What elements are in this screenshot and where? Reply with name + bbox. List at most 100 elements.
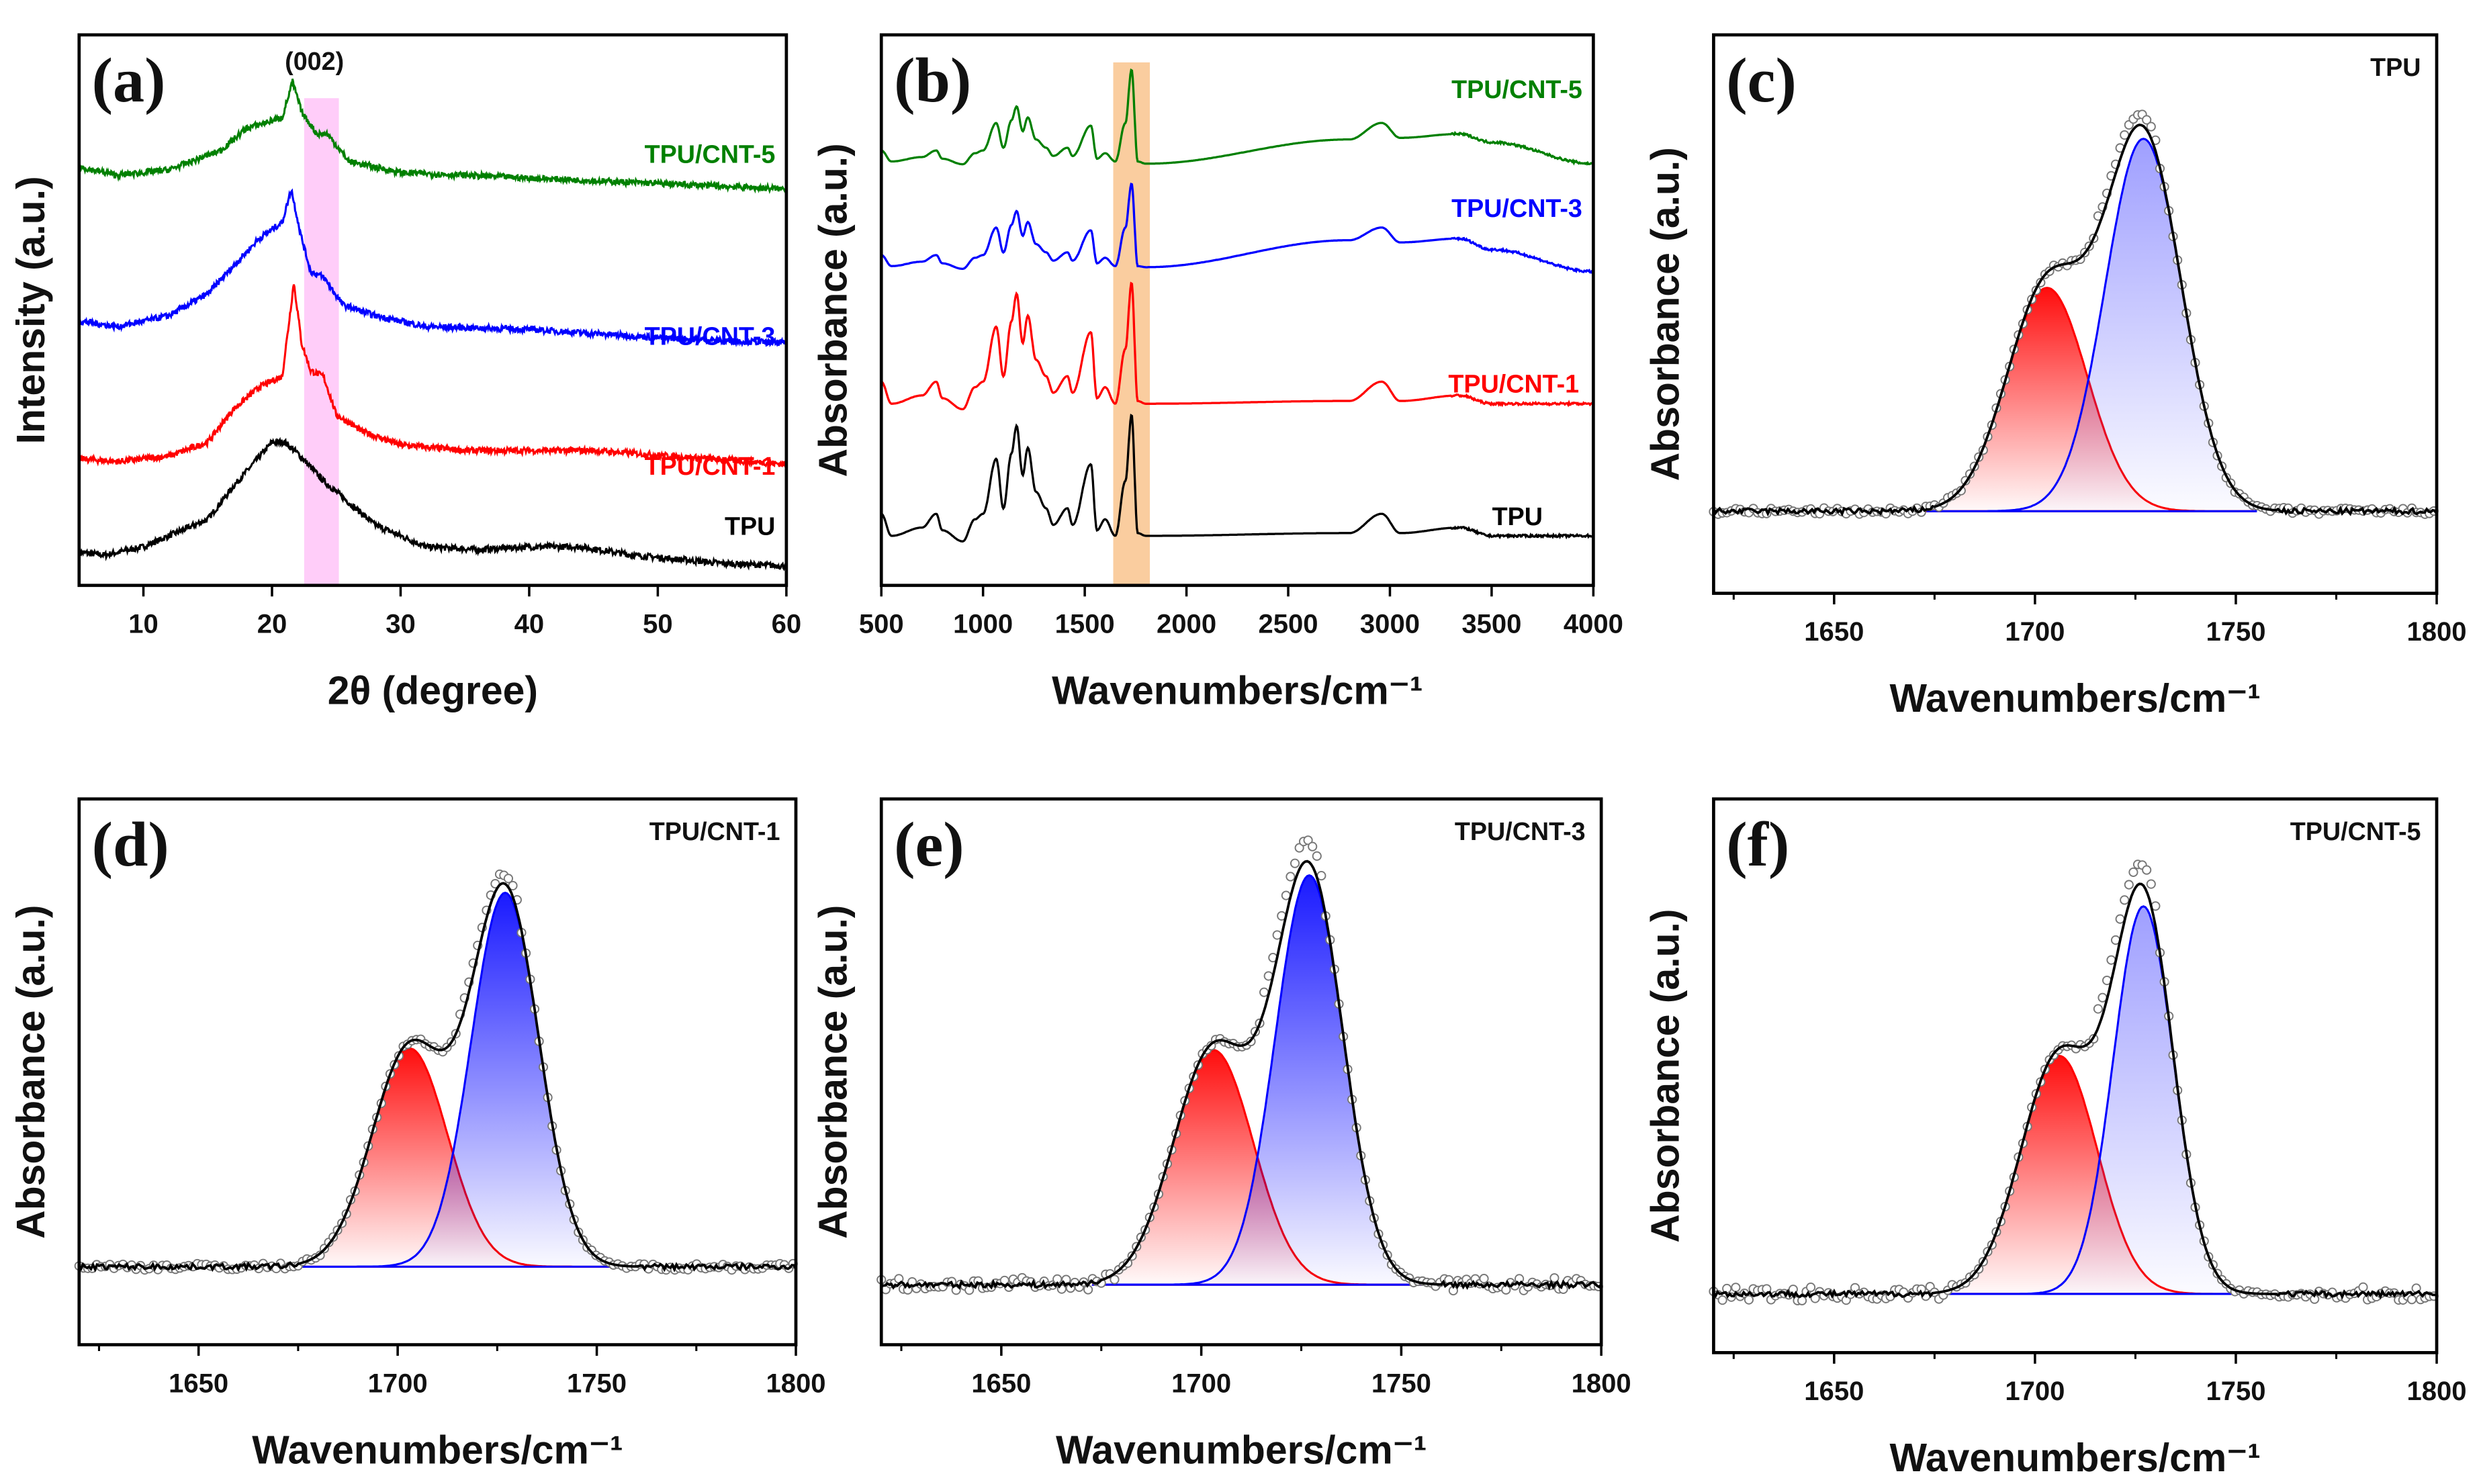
series-label: TPU/CNT-1 bbox=[1448, 369, 1579, 398]
series-line-tpu bbox=[78, 436, 787, 571]
x-axis-label: Wavenumbers/cm⁻¹ bbox=[1890, 677, 2261, 721]
panel-a: TPU TPU/CNT-1 TPU/CNT-3 TPU/CNT-5 (002) 10 20 3… bbox=[9, 33, 802, 712]
data-point bbox=[2142, 115, 2152, 125]
plot-frame bbox=[879, 797, 1603, 1346]
data-point bbox=[1308, 841, 1318, 851]
y-axis-label: Absorbance (a.u.) bbox=[9, 905, 53, 1239]
x-tick-label: 2500 bbox=[1258, 609, 1318, 639]
plot-frame bbox=[77, 797, 798, 1346]
fit-curve bbox=[78, 882, 797, 1272]
data-point bbox=[1312, 851, 1322, 861]
data-point bbox=[2093, 1004, 2103, 1014]
series-line-tpu-cnt-5 bbox=[78, 79, 788, 195]
x-tick-label: 1800 bbox=[2407, 1377, 2467, 1406]
peak-annotation: (002) bbox=[285, 47, 344, 75]
fit-curve bbox=[1712, 882, 2437, 1300]
plot-frame bbox=[77, 33, 788, 588]
x-tick-label: 60 bbox=[772, 609, 802, 639]
x-tick-label: 1800 bbox=[766, 1369, 825, 1398]
x-axis-label: Wavenumbers/cm⁻¹ bbox=[252, 1428, 623, 1472]
panel-c: TPU 1650 1700 1750 1800 Wavenumbers/cm⁻¹ Absor… bbox=[1644, 33, 2467, 721]
data-point bbox=[1744, 1295, 1754, 1305]
sample-label: TPU bbox=[2370, 53, 2421, 81]
sample-label: TPU/CNT-3 bbox=[1455, 817, 1586, 845]
series-line-tpu bbox=[881, 414, 1594, 543]
data-point bbox=[2146, 122, 2156, 132]
data-point bbox=[1549, 1273, 1560, 1283]
x-axis-label: Wavenumbers/cm⁻¹ bbox=[1056, 1428, 1427, 1472]
y-axis-label: Absorbance (a.u.) bbox=[811, 143, 855, 477]
panel-d: TPU/CNT-1 1650 1700 1750 1800 Wavenumbers/cm⁻… bbox=[9, 797, 826, 1472]
x-tick-label: 40 bbox=[514, 609, 545, 639]
x-tick-label: 3500 bbox=[1461, 609, 1521, 639]
x-axis-label: 2θ (degree) bbox=[328, 669, 538, 712]
x-tick-label: 1650 bbox=[971, 1369, 1031, 1398]
data-point bbox=[2358, 1282, 2368, 1292]
plot-frame bbox=[1712, 33, 2439, 595]
data-point bbox=[1303, 835, 1313, 845]
panel-label: (a) bbox=[92, 46, 166, 115]
panel-label: (e) bbox=[894, 810, 964, 880]
panel-label: (c) bbox=[1726, 46, 1797, 115]
data-point bbox=[2406, 1295, 2417, 1305]
y-axis-label: Intensity (a.u.) bbox=[9, 176, 53, 444]
component-fill-blue bbox=[1926, 138, 2256, 512]
data-point bbox=[2120, 895, 2130, 905]
x-tick-label: 1750 bbox=[2206, 1377, 2265, 1406]
component-fill-blue bbox=[1926, 906, 2256, 1294]
series-line-tpu-cnt-5 bbox=[881, 68, 1594, 167]
series-line-tpu-cnt-1 bbox=[78, 284, 788, 468]
data-point bbox=[503, 874, 514, 884]
x-tick-label: 3000 bbox=[1360, 609, 1420, 639]
x-tick-label: 30 bbox=[386, 609, 416, 639]
x-tick-label: 1800 bbox=[2407, 617, 2467, 647]
x-tick-label: 10 bbox=[128, 609, 159, 639]
data-point bbox=[1479, 1274, 1489, 1284]
panel-label: (f) bbox=[1726, 810, 1789, 880]
sample-label: TPU/CNT-1 bbox=[649, 817, 780, 845]
plot-frame bbox=[879, 33, 1595, 588]
highlight-band bbox=[304, 98, 339, 586]
series-line-tpu-cnt-3 bbox=[78, 188, 787, 348]
x-tick-label: 1500 bbox=[1055, 609, 1115, 639]
y-axis-label: Absorbance (a.u.) bbox=[811, 905, 855, 1239]
data-point bbox=[2142, 865, 2152, 875]
panel-label: (d) bbox=[92, 810, 169, 880]
x-tick-label: 1000 bbox=[953, 609, 1013, 639]
series-line-tpu-cnt-3 bbox=[881, 182, 1594, 274]
x-axis-label: Wavenumbers/cm⁻¹ bbox=[1890, 1436, 2261, 1480]
data-point bbox=[1110, 1274, 1120, 1285]
series-label: TPU/CNT-5 bbox=[645, 140, 776, 169]
component-fill-blue bbox=[290, 892, 617, 1267]
x-tick-label: 1750 bbox=[2206, 617, 2265, 647]
x-tick-label: 1750 bbox=[567, 1369, 627, 1398]
fit-curve bbox=[881, 860, 1603, 1291]
x-tick-label: 1700 bbox=[2005, 617, 2065, 647]
series-label: TPU bbox=[1492, 502, 1543, 530]
data-point bbox=[2124, 880, 2134, 890]
data-point bbox=[1805, 1282, 1816, 1293]
data-point bbox=[2146, 879, 2156, 889]
y-axis-label: Absorbance (a.u.) bbox=[1644, 909, 1688, 1242]
x-tick-label: 500 bbox=[859, 609, 904, 639]
x-tick-label: 1700 bbox=[1171, 1369, 1231, 1398]
panel-label: (b) bbox=[894, 46, 971, 115]
x-tick-label: 2000 bbox=[1157, 609, 1216, 639]
highlight-band bbox=[1113, 62, 1151, 586]
fit-curve bbox=[1712, 124, 2438, 517]
plot-frame bbox=[1712, 797, 2439, 1354]
x-tick-label: 1700 bbox=[368, 1369, 428, 1398]
y-axis-label: Absorbance (a.u.) bbox=[1644, 147, 1688, 481]
x-tick-label: 1650 bbox=[169, 1369, 228, 1398]
x-tick-label: 1800 bbox=[1572, 1369, 1631, 1398]
x-tick-label: 1700 bbox=[2005, 1377, 2065, 1406]
x-tick-label: 4000 bbox=[1564, 609, 1623, 639]
panel-b: TPU TPU/CNT-1 TPU/CNT-3 TPU/CNT-5 500 1000 150… bbox=[811, 33, 1623, 712]
component-fill-blue bbox=[1093, 875, 1422, 1285]
panel-f: TPU/CNT-5 1650 1700 1750 1800 Wavenumbers/cm⁻… bbox=[1644, 797, 2467, 1480]
data-point bbox=[1294, 843, 1304, 853]
data-point bbox=[1290, 858, 1300, 868]
series-label: TPU bbox=[725, 512, 775, 540]
data-point bbox=[1083, 1285, 1093, 1295]
